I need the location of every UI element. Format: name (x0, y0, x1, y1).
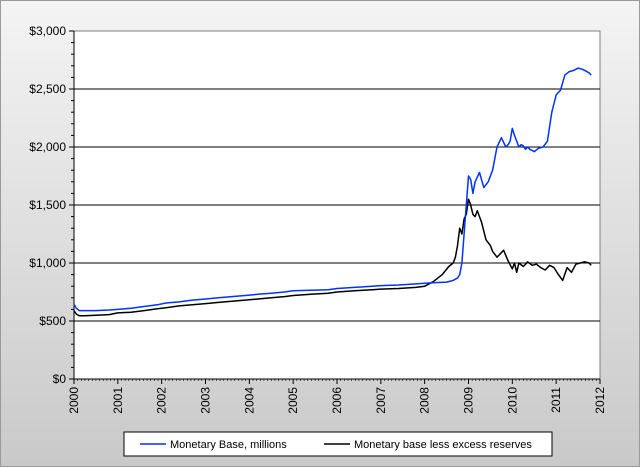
y-tick-label: $2,500 (29, 82, 66, 96)
x-tick-label: 2005 (286, 387, 300, 414)
x-tick-label: 2003 (199, 387, 213, 414)
y-axis: $0 $500 $1,000 $1,500 $2,000 $2,500 $3,000 (29, 24, 75, 386)
x-tick-label: 2012 (593, 387, 607, 414)
y-tick-label: $3,000 (29, 24, 66, 38)
x-tick-label: 2001 (111, 387, 125, 414)
legend-label-monetary-base: Monetary Base, millions (170, 439, 287, 451)
series-group (73, 67, 592, 317)
x-tick-label: 2009 (462, 387, 476, 414)
x-tick-label: 2002 (155, 387, 169, 414)
x-tick-label: 2008 (418, 387, 432, 414)
legend-label-less-excess-reserves: Monetary base less excess reserves (354, 439, 532, 451)
y-tick-label: $500 (39, 314, 66, 328)
gridlines (74, 88, 600, 322)
x-tick-label: 2004 (242, 387, 256, 414)
legend: Monetary Base, millions Monetary base le… (123, 431, 553, 457)
y-tick-label: $2,000 (29, 140, 66, 154)
x-tick-label: 2000 (67, 387, 81, 414)
series-line-monetary-base (73, 67, 592, 312)
y-tick-label: $1,000 (29, 256, 66, 270)
x-tick-label: 2007 (374, 387, 388, 414)
series-line-less-excess-reserves (73, 198, 592, 317)
x-tick-label: 2010 (505, 387, 519, 414)
x-axis: 2000 2001 2002 2003 2004 2005 2006 2007 2008 2009… (67, 378, 607, 414)
y-tick-label: $0 (53, 372, 67, 386)
x-tick-label: 2006 (330, 387, 344, 414)
x-tick-label: 2011 (549, 387, 563, 413)
y-tick-label: $1,500 (29, 198, 66, 212)
